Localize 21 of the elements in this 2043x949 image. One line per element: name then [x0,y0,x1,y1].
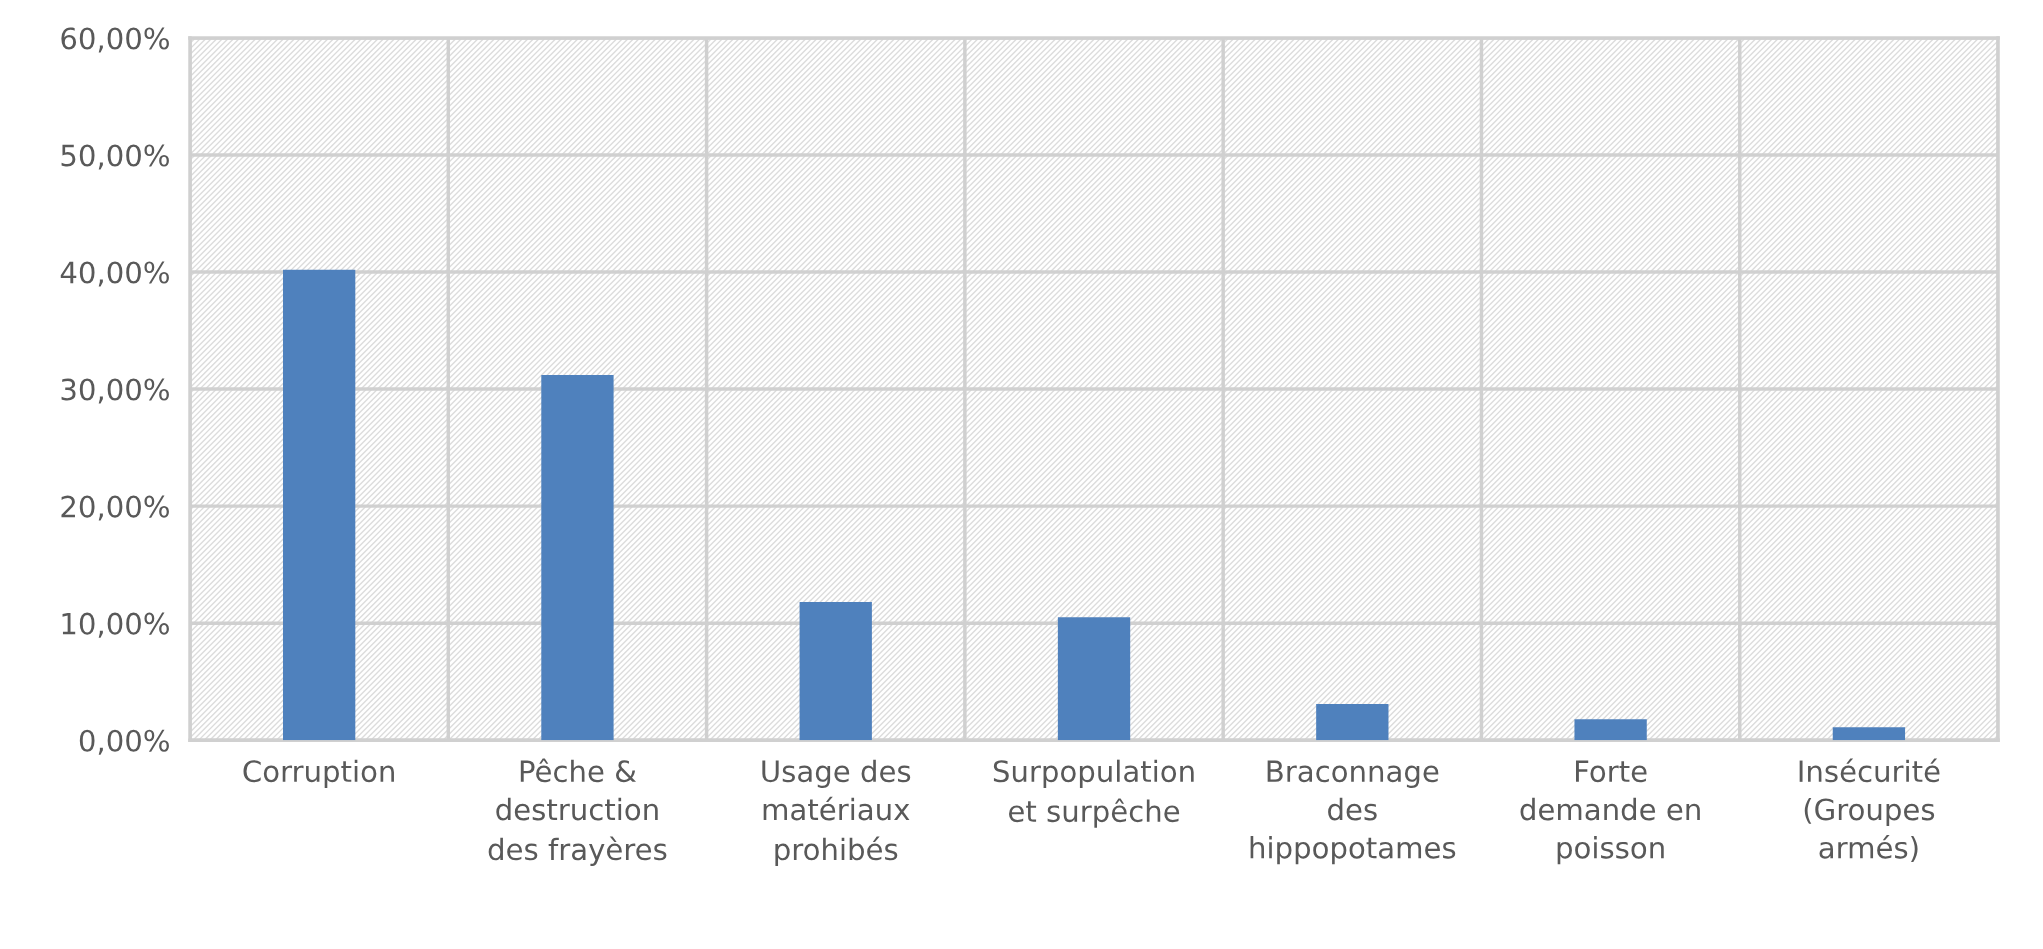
x-tick-label: Forte demande en poisson [1520,760,1700,865]
y-tick-label: 40,00% [60,261,169,287]
y-tick-label: 30,00% [61,378,169,404]
y-tick-label: 60,00% [61,27,169,53]
x-tick-label: Braconnage des hippopotames [1250,760,1456,865]
x-tick-label: Usage des matériaux prohibés [762,759,911,866]
y-tick-label: 20,00% [61,495,169,521]
bar [1057,617,1131,741]
x-tick-label: Pêche & destruction des frayères [488,758,667,866]
y-tick-label: 0,00% [79,729,169,755]
bar [282,269,356,741]
bar [541,375,614,741]
x-tick-label: Insécurité (Groupes armés) [1799,758,1940,863]
y-tick-label: 50,00% [61,144,169,170]
bar [1832,727,1906,741]
bar [1316,703,1389,741]
y-tick-label: 10,00% [62,612,169,638]
x-tick-label: Corruption [243,759,394,788]
x-tick-label: Surpopulation et surpêche [993,759,1194,828]
bar [799,602,872,741]
bar [1574,719,1647,741]
